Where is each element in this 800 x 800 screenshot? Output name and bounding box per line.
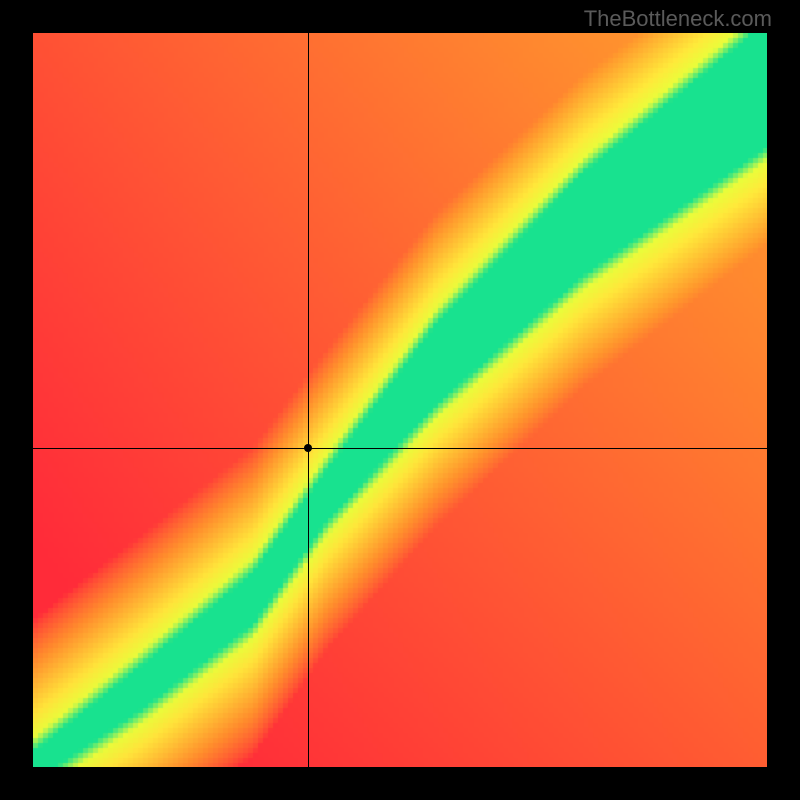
- crosshair-horizontal: [33, 448, 767, 449]
- crosshair-vertical: [308, 33, 309, 767]
- watermark-text: TheBottleneck.com: [584, 6, 772, 32]
- crosshair-marker: [304, 444, 312, 452]
- heatmap-canvas: [33, 33, 767, 767]
- heatmap-plot: [33, 33, 767, 767]
